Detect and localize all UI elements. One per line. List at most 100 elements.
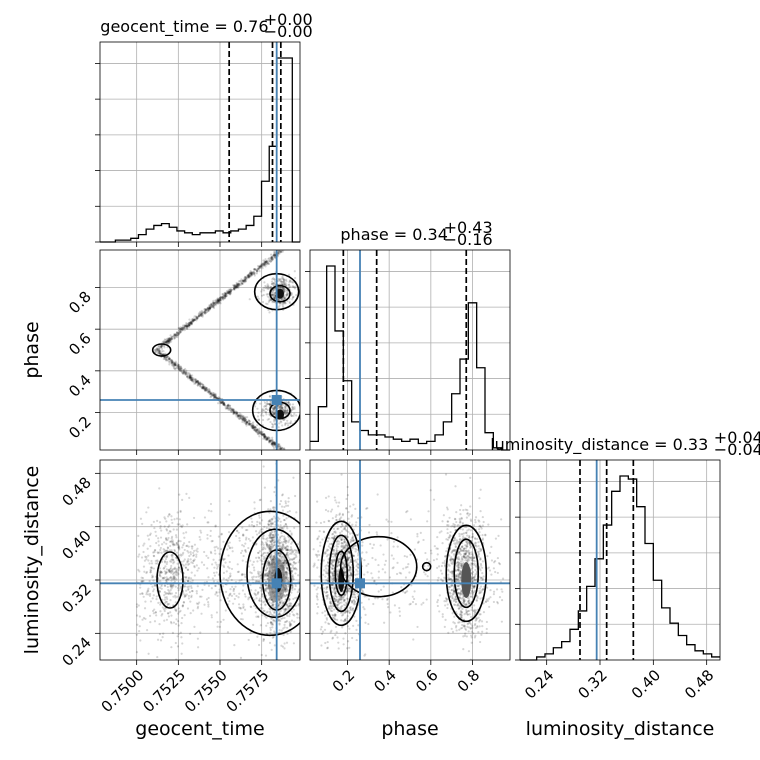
sample-point bbox=[196, 316, 199, 320]
sample-point bbox=[150, 566, 153, 569]
sample-point bbox=[149, 600, 153, 603]
sample-point bbox=[255, 533, 259, 536]
sample-point bbox=[243, 419, 246, 422]
sample-point bbox=[292, 575, 295, 578]
sample-point bbox=[241, 420, 244, 424]
sample-point bbox=[316, 500, 319, 503]
sample-point bbox=[285, 590, 288, 593]
sample-point bbox=[262, 557, 265, 561]
sample-point bbox=[459, 520, 462, 524]
sample-point bbox=[266, 295, 269, 298]
sample-point bbox=[264, 435, 267, 438]
sample-point bbox=[258, 516, 261, 519]
sample-point bbox=[165, 555, 169, 559]
sample-point bbox=[349, 571, 352, 574]
sample-point bbox=[398, 606, 401, 610]
sample-point bbox=[215, 396, 218, 399]
sample-point bbox=[190, 378, 193, 382]
sample-point bbox=[229, 572, 232, 575]
sample-point bbox=[213, 394, 216, 397]
sample-point bbox=[264, 404, 267, 408]
sample-point bbox=[221, 293, 224, 296]
sample-point bbox=[185, 324, 188, 327]
sample-point bbox=[217, 402, 220, 405]
sample-point bbox=[189, 373, 192, 377]
sample-point bbox=[195, 380, 198, 383]
sample-point bbox=[157, 350, 160, 353]
sample-point bbox=[271, 258, 274, 261]
sample-point bbox=[137, 534, 140, 537]
sample-point bbox=[175, 362, 178, 365]
sample-point bbox=[268, 547, 271, 550]
sample-point bbox=[281, 283, 285, 286]
sample-point bbox=[178, 331, 181, 334]
sample-point bbox=[252, 271, 256, 274]
sample-point bbox=[453, 622, 456, 625]
sample-point bbox=[163, 608, 166, 611]
sample-point bbox=[252, 272, 256, 276]
sample-point bbox=[270, 256, 273, 259]
sample-point bbox=[273, 254, 277, 257]
sample-point bbox=[168, 570, 171, 573]
sample-point bbox=[183, 324, 186, 327]
sample-point bbox=[257, 429, 260, 433]
sample-point bbox=[215, 611, 219, 614]
sample-point bbox=[174, 333, 177, 336]
sample-point bbox=[181, 371, 184, 374]
sample-point bbox=[166, 355, 169, 358]
sample-point bbox=[167, 357, 170, 361]
sample-point bbox=[164, 596, 167, 599]
sample-point bbox=[243, 608, 247, 611]
sample-point bbox=[236, 411, 239, 414]
sample-point bbox=[190, 376, 193, 379]
sample-point bbox=[283, 626, 286, 629]
sample-point bbox=[226, 292, 229, 295]
sample-point bbox=[258, 265, 261, 268]
sample-point bbox=[277, 551, 280, 555]
sample-point bbox=[166, 549, 169, 552]
sample-point bbox=[241, 415, 244, 419]
sample-point bbox=[237, 284, 240, 287]
sample-point bbox=[159, 352, 162, 355]
grid bbox=[310, 460, 510, 660]
sample-point bbox=[237, 570, 240, 573]
sample-point bbox=[163, 516, 166, 519]
sample-point bbox=[467, 528, 471, 531]
sample-point bbox=[166, 339, 170, 342]
sample-point bbox=[292, 597, 295, 601]
sample-point bbox=[197, 315, 200, 318]
sample-point bbox=[346, 536, 349, 539]
sample-point bbox=[277, 443, 280, 446]
sample-point bbox=[289, 562, 292, 565]
sample-point bbox=[277, 541, 280, 544]
sample-point bbox=[253, 507, 256, 510]
sample-point bbox=[225, 291, 228, 295]
sample-point bbox=[237, 280, 240, 283]
sample-point bbox=[167, 592, 170, 595]
sample-point bbox=[177, 589, 180, 592]
sample-point bbox=[278, 304, 281, 307]
sample-point bbox=[474, 634, 477, 637]
sample-point bbox=[288, 422, 291, 425]
sample-point bbox=[468, 552, 471, 556]
sample-point bbox=[453, 615, 456, 618]
sample-point bbox=[280, 548, 283, 551]
sample-point bbox=[239, 551, 243, 555]
sample-point bbox=[227, 577, 230, 580]
sample-point bbox=[270, 294, 274, 297]
sample-point bbox=[179, 553, 182, 556]
sample-point bbox=[233, 284, 237, 287]
sample-point bbox=[347, 511, 350, 514]
sample-point bbox=[158, 349, 161, 352]
sample-point bbox=[209, 550, 212, 553]
sample-point bbox=[140, 556, 144, 559]
sample-point bbox=[194, 378, 197, 382]
sample-point bbox=[274, 534, 277, 538]
sample-point bbox=[270, 538, 273, 541]
sample-point bbox=[199, 313, 202, 317]
sample-point bbox=[286, 422, 289, 425]
sample-point bbox=[172, 583, 175, 586]
sample-point bbox=[303, 547, 305, 549]
sample-point bbox=[197, 314, 200, 317]
sample-point bbox=[263, 578, 266, 581]
